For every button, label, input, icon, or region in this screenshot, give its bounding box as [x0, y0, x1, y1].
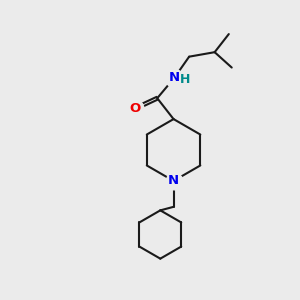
Text: N: N	[168, 174, 179, 188]
Text: N: N	[169, 71, 180, 84]
Text: O: O	[130, 102, 141, 115]
Text: H: H	[180, 74, 191, 86]
